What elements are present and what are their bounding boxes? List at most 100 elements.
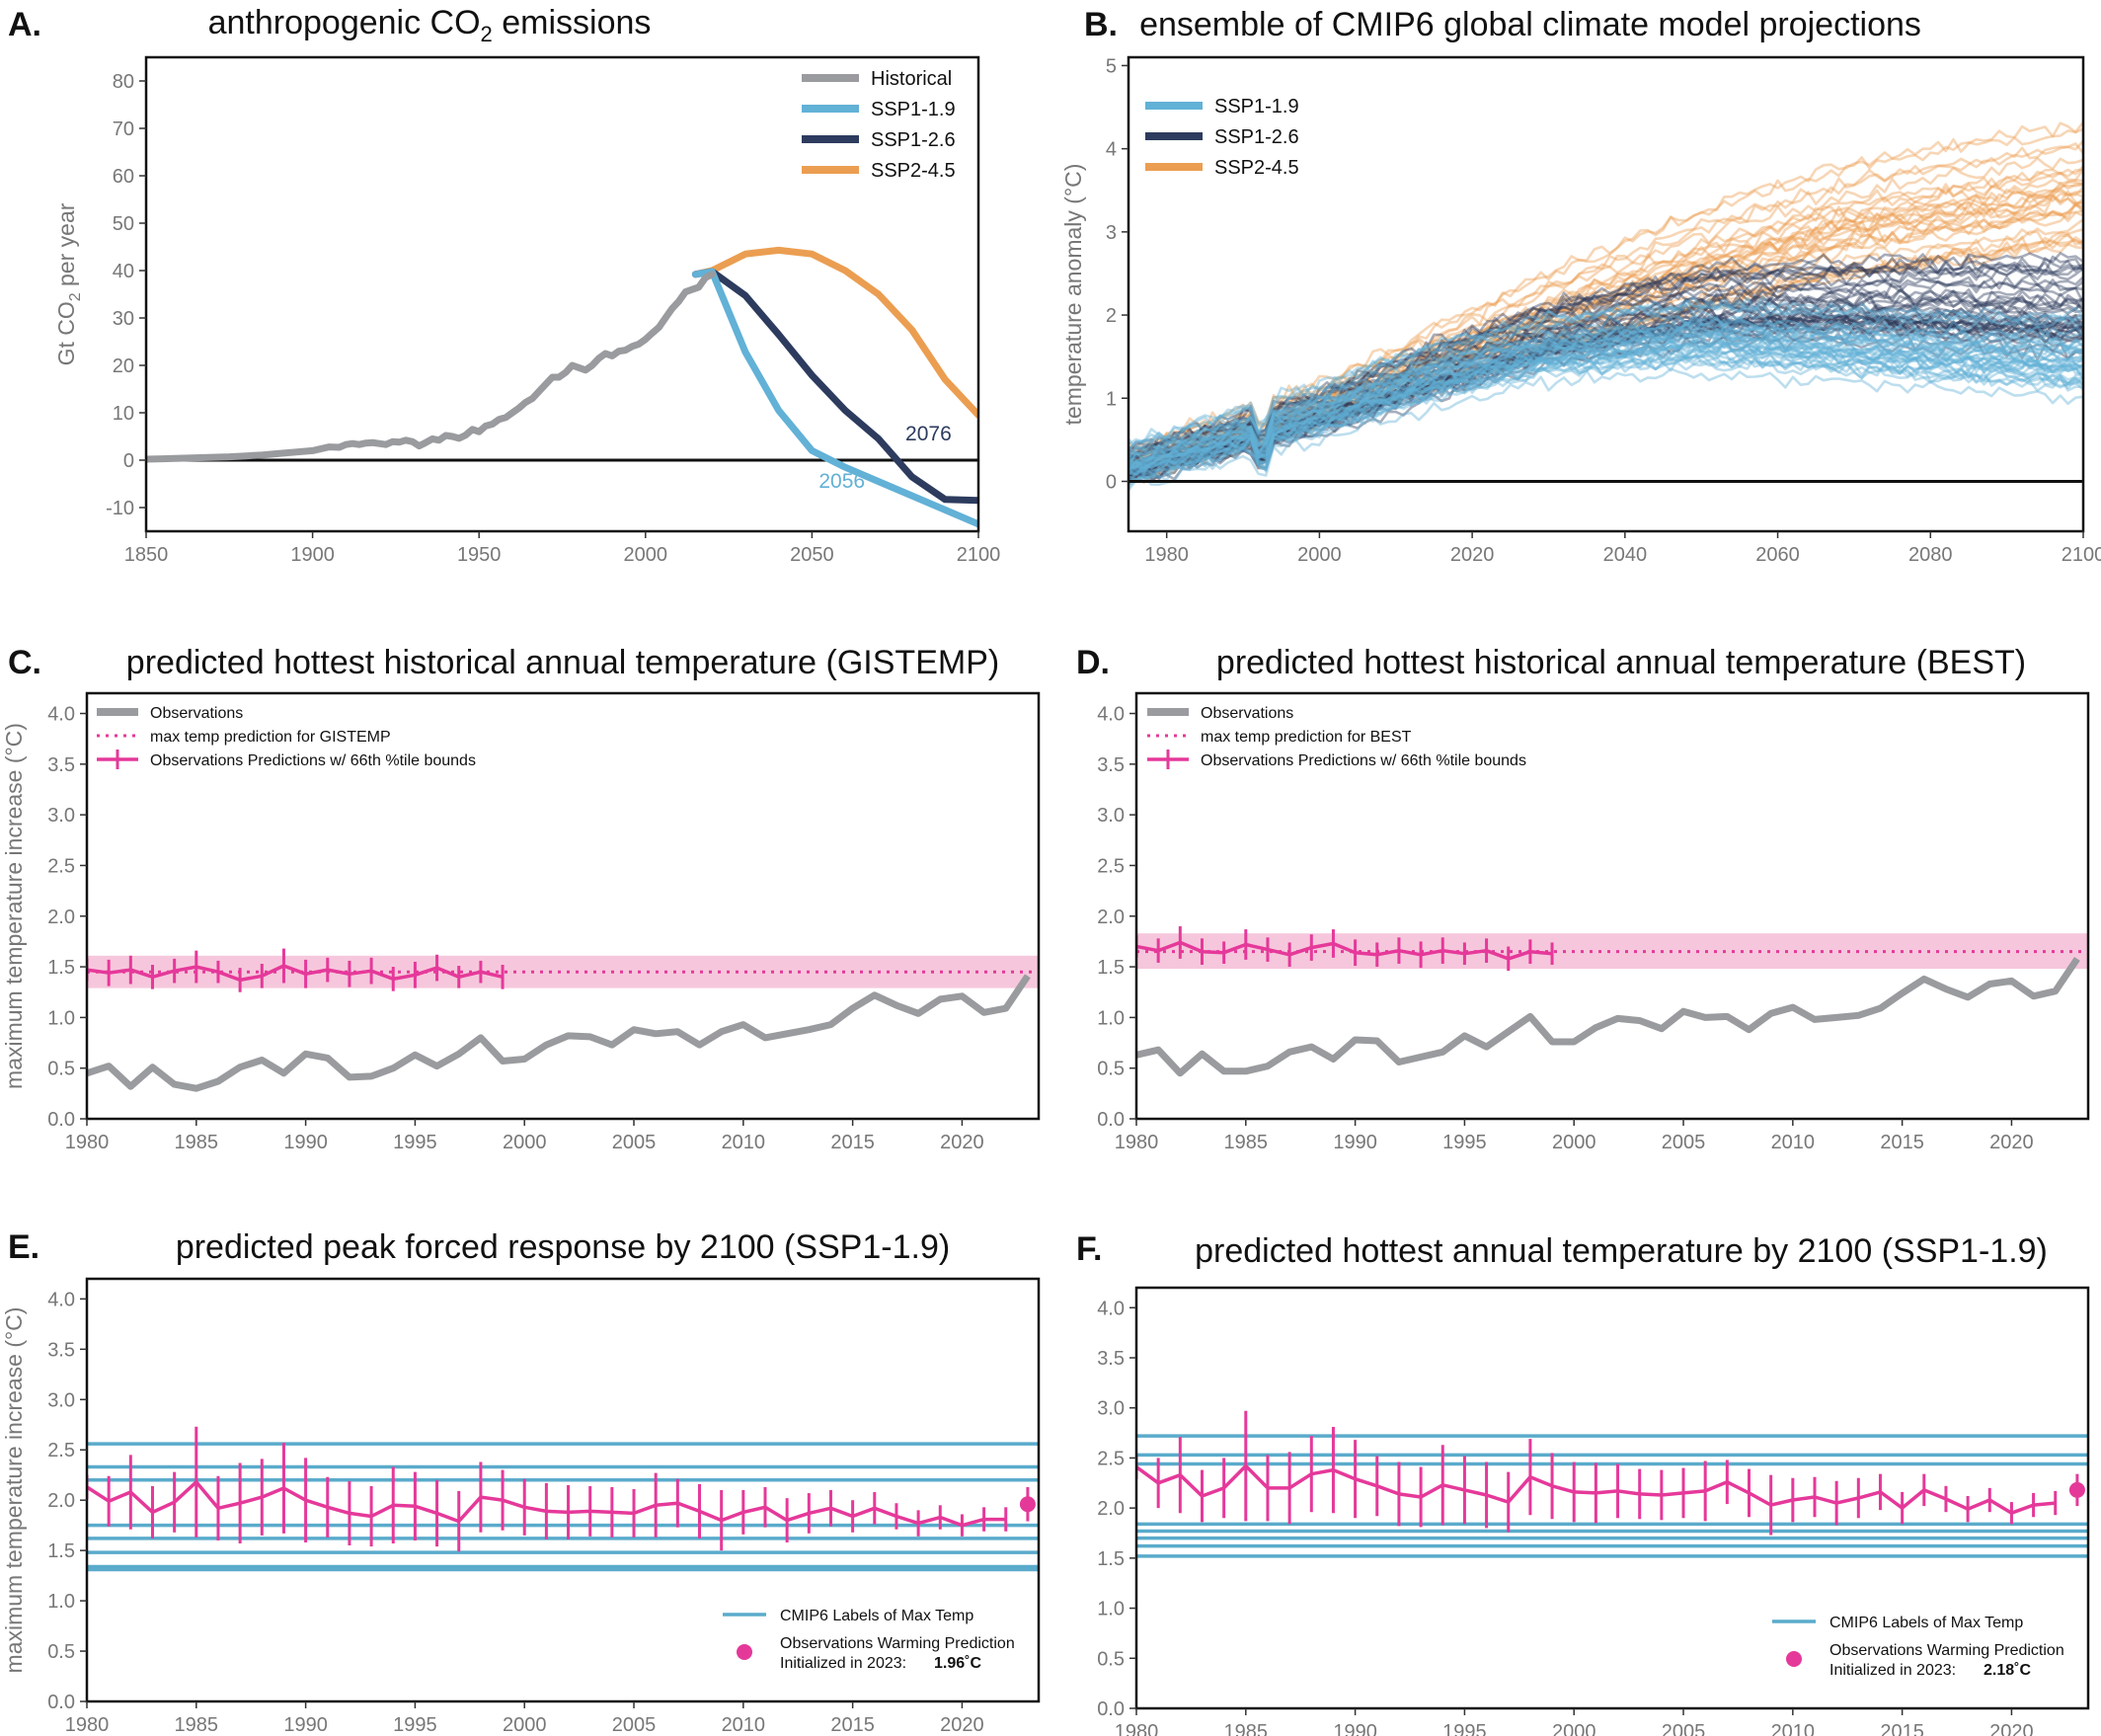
ensemble-member-line (1128, 178, 2083, 466)
ensemble-member-line (1128, 142, 2083, 456)
y-tick-label: 5 (1106, 55, 1117, 77)
ensemble-member-line (1128, 331, 2083, 484)
y-tick-label: 0 (1106, 471, 1117, 493)
ensemble-member-line (1128, 309, 2083, 456)
ensemble-member-line (1128, 301, 2083, 470)
plot-area (1128, 120, 2083, 492)
legend-dot (737, 1644, 752, 1660)
y-tick-label: 2.0 (1097, 1498, 1125, 1520)
ensemble-member-line (1128, 139, 2083, 456)
panel-letter: B. (1084, 6, 1118, 43)
panel-letter: A. (8, 6, 41, 43)
y-tick-label: 3.5 (47, 1339, 75, 1361)
ensemble-member-line (1128, 348, 2083, 474)
plot-area (87, 1426, 1039, 1572)
y-tick-label: 0.5 (47, 1641, 75, 1663)
y-tick-label: 1 (1106, 388, 1117, 410)
ensemble-member-line (1128, 273, 2083, 460)
y-tick-label: 0.5 (47, 1059, 75, 1080)
y-tick-label: 3.0 (47, 805, 75, 827)
ensemble-member-line (1128, 168, 2083, 460)
x-tick-label: 2015 (1880, 1132, 1924, 1153)
ensemble-member-line (1128, 349, 2083, 481)
panel-c: C. predicted hottest historical annual te… (1, 644, 1041, 1153)
x-tick-label: 1980 (65, 1714, 110, 1736)
ensemble-member-line (1128, 156, 2083, 454)
ensemble-member-line (1128, 341, 2083, 471)
x-tick-label: 2020 (940, 1132, 984, 1153)
y-tick-label: 80 (113, 71, 134, 93)
x-tick-label: 2080 (1908, 544, 1953, 566)
ensemble-member-line (1128, 120, 2083, 454)
ensemble-member-line (1128, 315, 2083, 481)
ensemble-member-line (1128, 187, 2083, 468)
x-tick-label: 2000 (1552, 1132, 1596, 1153)
y-tick-label: -10 (106, 498, 134, 519)
x-tick-label: 1990 (1333, 1132, 1377, 1153)
y-tick-label: 0.0 (47, 1692, 75, 1713)
x-tick-label: 2010 (1771, 1721, 1816, 1736)
panel-title: ensemble of CMIP6 global climate model p… (1139, 6, 1921, 43)
ensemble-member-line (1128, 342, 2083, 481)
plot-area (87, 948, 1039, 1092)
ensemble-member-line (1128, 321, 2083, 467)
x-tick-label: 2015 (830, 1714, 875, 1736)
panel-title: predicted hottest annual temperature by … (1195, 1232, 2048, 1270)
x-tick-label: 2020 (1989, 1721, 2034, 1736)
ensemble-member-line (1128, 313, 2083, 485)
ensemble-member-line (1128, 340, 2083, 476)
y-tick-label: 3.0 (1097, 805, 1125, 827)
x-tick-label: 2015 (830, 1132, 875, 1153)
ensemble-member-line (1128, 203, 2083, 475)
ensemble-member-line (1128, 321, 2083, 467)
ensemble-member-line (1128, 234, 2083, 483)
x-tick-label: 2060 (1755, 544, 1800, 566)
ensemble-member-line (1128, 329, 2083, 468)
y-tick-label: 0.0 (47, 1109, 75, 1131)
y-tick-label: 3.0 (1097, 1398, 1125, 1420)
ensemble-member-line (1128, 255, 2083, 458)
ensemble-member-line (1128, 209, 2083, 471)
x-tick-label: 1985 (175, 1714, 219, 1736)
x-tick-label: 1850 (124, 544, 169, 566)
ensemble-member-line (1128, 328, 2083, 468)
ensemble-member-line (1128, 301, 2083, 451)
y-tick-label: 0.5 (1097, 1648, 1125, 1670)
plot-area (1136, 926, 2088, 1077)
x-tick-label: 2005 (1662, 1721, 1706, 1736)
ensemble-member-line (1128, 288, 2083, 462)
ensemble-member-line (1128, 192, 2083, 466)
ensemble-member-line (1128, 332, 2083, 483)
y-tick-label: 3.5 (1097, 1348, 1125, 1370)
y-tick-label: 40 (113, 261, 134, 282)
legend-label: SSP1-2.6 (1214, 126, 1299, 148)
title-tail: emissions (493, 4, 652, 41)
ensemble-member-line (1128, 344, 2083, 474)
y-tick-label: 2 (1106, 305, 1117, 327)
ensemble-member-line (1128, 298, 2083, 451)
y-tick-label: 4.0 (1097, 1298, 1125, 1319)
prediction-line (1136, 940, 1553, 961)
ensemble-ssp1-2-6 (1128, 252, 2083, 485)
ensemble-member-line (1128, 264, 2083, 460)
x-tick-label: 2100 (957, 544, 1001, 566)
y-axis-label: maximum temperature increase (°C) (1, 1307, 27, 1674)
legend-value: 1.96˚C (934, 1655, 981, 1672)
ensemble-member-line (1128, 305, 2083, 476)
ensemble-member-line (1128, 313, 2083, 479)
legend-value: 2.18˚C (1984, 1662, 2031, 1679)
ensemble-member-line (1128, 307, 2083, 476)
ensemble-member-line (1128, 181, 2083, 464)
x-tick-label: 1985 (1224, 1132, 1269, 1153)
ensemble-ssp1-1-9 (1128, 295, 2083, 492)
ensemble-member-line (1128, 236, 2083, 478)
panel-f: F. predicted hottest annual temperature b… (1076, 1230, 2090, 1736)
x-tick-label: 2000 (624, 544, 668, 566)
x-tick-label: 2015 (1880, 1721, 1924, 1736)
ensemble-member-line (1128, 295, 2083, 449)
panel-title: predicted hottest historical annual temp… (126, 644, 999, 681)
ensemble-member-line (1128, 292, 2083, 470)
ensemble-member-line (1128, 328, 2083, 472)
ensemble-member-line (1128, 190, 2083, 475)
legend-label: Observations Predictions w/ 66th %tile b… (150, 752, 476, 769)
